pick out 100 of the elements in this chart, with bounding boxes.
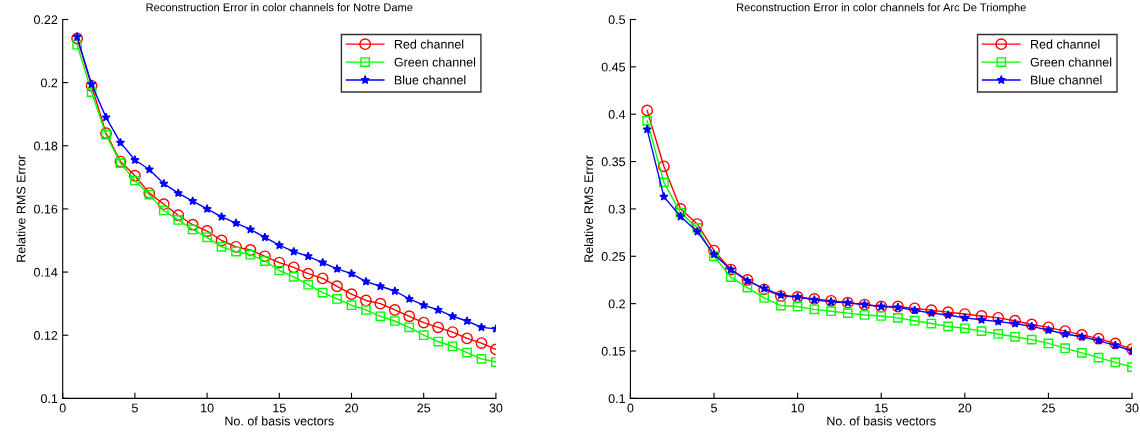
x-axis-title: No. of basis vectors	[225, 416, 334, 426]
point	[128, 169, 141, 182]
point	[925, 304, 938, 317]
x-tick-label: 20	[345, 403, 358, 413]
point	[976, 326, 987, 336]
point	[188, 196, 198, 206]
point	[893, 312, 903, 323]
point	[993, 329, 1004, 339]
point	[201, 225, 214, 237]
point	[792, 301, 803, 312]
point	[245, 224, 256, 234]
point	[360, 294, 372, 307]
point	[173, 215, 184, 225]
y-tick-label: 0.3	[608, 204, 626, 214]
point	[1110, 357, 1121, 368]
point	[418, 330, 429, 341]
point	[302, 267, 315, 280]
point	[943, 321, 953, 332]
point	[462, 347, 472, 358]
y-axis-title: Relative RMS Error	[584, 155, 594, 262]
legend-label: Green channel	[1030, 57, 1112, 67]
point	[157, 198, 170, 211]
point	[130, 175, 140, 186]
y-tick-label: 0.18	[34, 141, 58, 151]
point	[691, 218, 704, 230]
point	[657, 160, 670, 173]
x-tick-label: 0	[627, 403, 634, 413]
point	[403, 310, 416, 323]
point	[942, 306, 955, 319]
x-tick-label: 10	[791, 403, 805, 413]
point	[1093, 352, 1104, 363]
point	[72, 31, 82, 41]
point	[130, 155, 140, 165]
y-tick-label: 0.1	[40, 394, 58, 404]
point	[675, 207, 686, 218]
point	[404, 294, 414, 303]
point	[675, 211, 686, 221]
x-tick-label: 0	[59, 403, 66, 413]
point	[186, 218, 199, 231]
y-tick-label: 0.14	[34, 267, 58, 277]
point	[274, 240, 284, 250]
point	[72, 39, 83, 50]
y-tick-label: 0.45	[601, 62, 626, 72]
point	[708, 244, 720, 257]
x-tick-label: 10	[201, 403, 214, 413]
legend-label: Green channel	[394, 57, 476, 67]
point	[332, 264, 342, 273]
y-tick-label: 0.15	[601, 346, 626, 356]
point	[86, 87, 97, 97]
point	[287, 261, 300, 274]
point	[303, 279, 314, 290]
point	[1009, 314, 1021, 327]
x-tick-label: 25	[1042, 403, 1055, 413]
point	[809, 304, 820, 315]
point	[274, 265, 285, 276]
x-tick-label: 15	[273, 403, 286, 413]
y-tick-label: 0.4	[608, 110, 626, 119]
point	[260, 232, 270, 242]
point	[909, 315, 920, 326]
y-tick-label: 0.35	[601, 157, 626, 167]
point	[244, 244, 257, 256]
point	[202, 232, 212, 243]
y-tick-label: 0.5	[608, 15, 626, 25]
y-tick-label: 0.2	[608, 299, 625, 309]
point	[759, 293, 770, 303]
point	[926, 318, 937, 329]
point	[461, 332, 473, 345]
x-tick-label: 5	[711, 403, 717, 413]
point	[976, 314, 987, 324]
point	[926, 308, 937, 318]
point	[1059, 325, 1072, 338]
point	[447, 311, 458, 321]
chart-title: Reconstruction Error in color channels for Arc De Triomphe	[737, 3, 1026, 14]
point	[419, 300, 429, 310]
point	[259, 256, 270, 266]
y-tick-label: 0.22	[34, 15, 58, 25]
point	[173, 188, 183, 198]
point	[742, 282, 753, 293]
point	[375, 311, 386, 322]
point	[317, 257, 328, 267]
point	[202, 204, 212, 213]
point	[245, 249, 256, 260]
x-tick-label: 20	[958, 403, 972, 413]
point	[1042, 321, 1055, 334]
x-tick-label: 30	[489, 403, 503, 413]
point	[1043, 325, 1054, 335]
point	[641, 104, 654, 117]
point	[346, 300, 357, 311]
point	[659, 191, 669, 201]
x-axis-title: No. of basis vectors	[827, 416, 936, 426]
point	[958, 308, 971, 320]
point	[317, 287, 328, 298]
point	[289, 246, 299, 256]
point	[332, 294, 342, 304]
point	[216, 211, 227, 221]
x-tick-label: 25	[417, 403, 431, 413]
point	[115, 137, 126, 147]
legend-label: Red channel	[394, 39, 464, 49]
point	[960, 312, 970, 322]
legend-label: Red channel	[1031, 39, 1100, 49]
